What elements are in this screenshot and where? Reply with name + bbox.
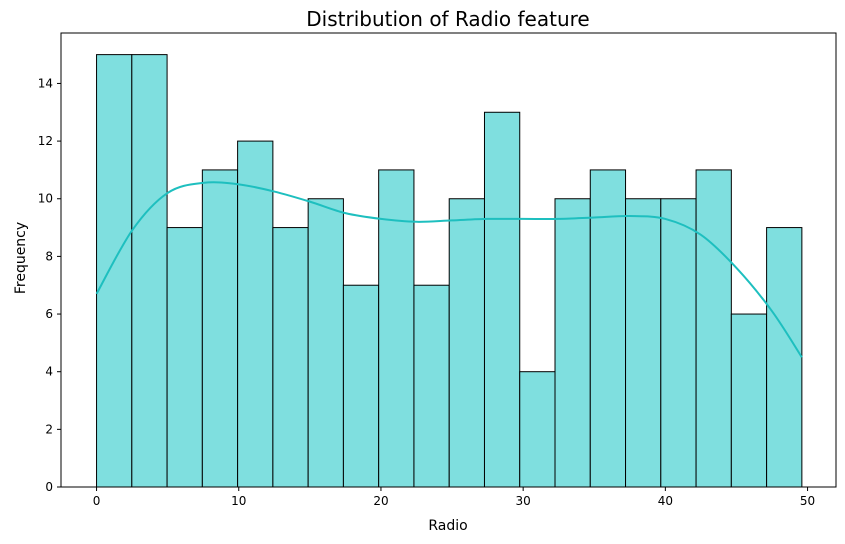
histogram-bar <box>554 198 591 488</box>
histogram-bar <box>131 54 168 488</box>
x-tick-label: 10 <box>231 494 246 508</box>
y-tick-label: 2 <box>45 422 53 436</box>
chart-title: Distribution of Radio feature <box>306 7 589 31</box>
y-tick-label: 0 <box>45 480 53 494</box>
histogram-bar <box>483 111 521 488</box>
histogram-bar <box>625 198 662 488</box>
y-tick-label: 10 <box>38 192 53 206</box>
x-tick-label: 30 <box>516 494 531 508</box>
x-tick-label: 40 <box>658 494 673 508</box>
y-axis-ticks: 0 2 4 6 8 10 12 14 <box>38 76 61 494</box>
kde-curve <box>95 181 803 358</box>
histogram-bar <box>166 227 203 488</box>
x-tick-label: 50 <box>800 494 815 508</box>
kde-layer <box>95 181 803 358</box>
x-tick-label: 0 <box>93 494 101 508</box>
histogram-bar <box>201 169 239 488</box>
histogram-bar <box>695 169 732 488</box>
y-tick-label: 6 <box>45 307 53 321</box>
y-axis-label: Frequency <box>13 222 29 294</box>
histogram-bar <box>519 371 556 488</box>
histogram-bar <box>448 198 485 488</box>
histogram-bar <box>237 140 274 488</box>
x-axis-ticks: 0 10 20 30 40 50 <box>93 487 815 508</box>
plot-frame <box>60 32 837 488</box>
y-tick-label: 4 <box>45 365 53 379</box>
x-tick-label: 20 <box>373 494 388 508</box>
bars-layer <box>96 54 803 488</box>
y-tick-label: 8 <box>45 249 53 263</box>
histogram-bar <box>272 227 309 488</box>
histogram-bar <box>766 227 803 488</box>
histogram-bar <box>660 198 697 488</box>
histogram-bar <box>413 284 450 488</box>
histogram-bar <box>342 284 380 488</box>
x-axis-label: Radio <box>428 518 467 534</box>
histogram-bar <box>307 198 344 488</box>
histogram-bar <box>96 54 133 488</box>
histogram-bar <box>378 169 415 488</box>
histogram-bar <box>730 313 768 488</box>
y-tick-label: 12 <box>38 134 53 148</box>
histogram-bar <box>589 169 627 488</box>
y-tick-label: 14 <box>38 76 53 90</box>
